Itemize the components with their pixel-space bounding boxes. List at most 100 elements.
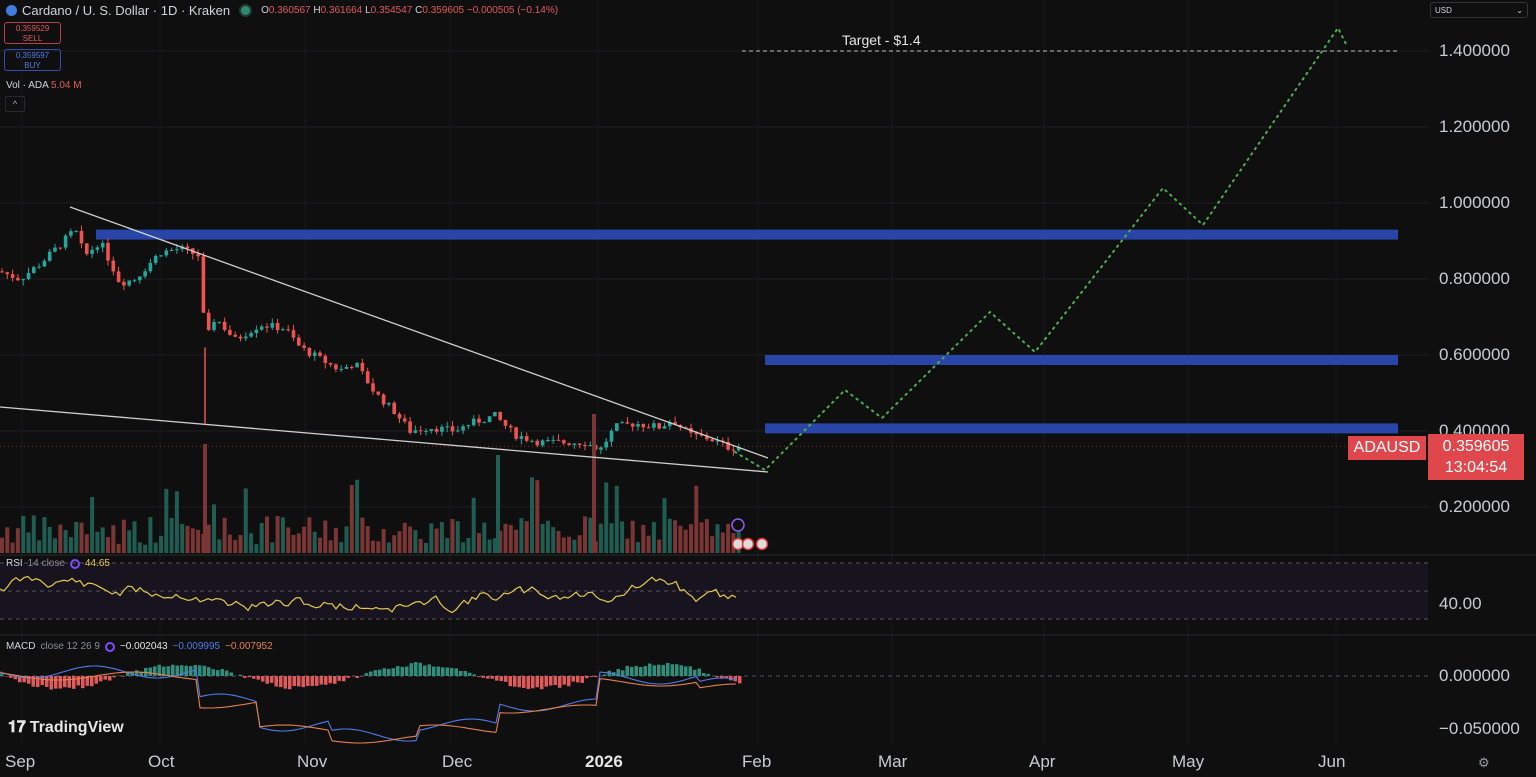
candle-body — [625, 422, 630, 424]
volume-bar — [137, 542, 142, 553]
rsi-legend[interactable]: RSI 14 close 44.65 — [6, 558, 110, 569]
settings-gear-icon[interactable]: ⚙ — [1478, 755, 1490, 770]
macd-histogram-bar — [526, 676, 530, 689]
macd-histogram-bar — [90, 676, 94, 687]
volume-bar — [355, 479, 360, 553]
candle-body — [106, 242, 110, 261]
candle-body — [228, 329, 232, 335]
volume-bar — [302, 526, 307, 553]
symbol-price-tag: ADAUSD — [1348, 436, 1426, 460]
volume-bar — [572, 539, 577, 553]
volume-bar — [169, 518, 174, 553]
candle-body — [281, 329, 285, 331]
candle-body — [116, 271, 121, 282]
projection-path — [734, 26, 1347, 472]
macd-histogram-bar — [481, 676, 485, 678]
macd-histogram-bar — [247, 676, 251, 678]
buy-button[interactable]: 0.359597 BUY — [4, 49, 61, 71]
price-axis-label: 0.800000 — [1439, 269, 1510, 288]
candle-body — [159, 255, 163, 257]
indicator-settings-icon[interactable] — [69, 558, 80, 569]
candle-body — [132, 280, 137, 282]
macd-histogram-bar — [306, 676, 310, 686]
macd-histogram-bar — [207, 667, 211, 676]
candle-body — [705, 435, 709, 440]
volume-bar — [583, 516, 587, 553]
candle-body — [418, 430, 423, 432]
volume-bar — [233, 540, 238, 553]
volume-bar — [496, 455, 500, 553]
macd-histogram-bar — [0, 674, 4, 676]
macd-histogram-bar — [558, 676, 562, 688]
volume-bar — [259, 523, 264, 553]
candle-body — [90, 249, 94, 254]
candle-body — [413, 430, 418, 433]
time-axis-label: Jun — [1318, 752, 1346, 771]
macd-histogram-bar — [144, 667, 148, 676]
volume-bar — [286, 527, 291, 553]
macd-histogram-bar — [567, 676, 571, 687]
macd-histogram-bar — [229, 672, 233, 676]
candle-body — [615, 423, 619, 431]
volume-bar — [275, 516, 280, 553]
symbol-header[interactable]: Cardano / U. S. Dollar · 1D · Kraken O0.… — [6, 3, 558, 18]
macd-histogram-bar — [261, 676, 265, 682]
volume-bar — [704, 519, 709, 553]
volume-bar — [344, 526, 349, 553]
candle-body — [32, 267, 36, 273]
candle-body — [69, 231, 73, 236]
macd-histogram-bar — [499, 676, 503, 682]
volume-bar — [95, 531, 100, 553]
volume-bar — [683, 529, 688, 553]
volume-bar — [678, 525, 683, 553]
macd-histogram-bar — [405, 666, 409, 676]
time-axis-label: Oct — [148, 752, 175, 771]
volume-bar — [132, 521, 137, 553]
candle-body — [0, 271, 4, 273]
macd-histogram-bar — [18, 676, 22, 683]
chevron-up-icon: ^ — [12, 99, 18, 109]
macd-histogram-bar — [508, 676, 512, 687]
candle-body — [440, 426, 444, 432]
volume-bar — [604, 482, 609, 553]
macd-histogram-bar — [238, 674, 242, 676]
volume-legend[interactable]: Vol · ADA 5.04 M — [6, 80, 82, 91]
volume-bar — [21, 515, 26, 553]
sell-button[interactable]: 0.359529 SELL — [4, 22, 61, 44]
macd-histogram-bar — [27, 676, 31, 684]
collapse-legend-button[interactable]: ^ — [5, 96, 25, 112]
target-annotation[interactable]: Target - $1.4 — [842, 32, 921, 48]
macd-histogram-bar — [283, 676, 287, 689]
candle-body — [206, 312, 211, 331]
macd-histogram-bar — [85, 676, 89, 686]
macd-legend[interactable]: MACD close 12 26 9 −0.002043 −0.009995 −… — [6, 641, 273, 652]
macd-histogram-bar — [571, 676, 575, 682]
price-axis-label: 0.200000 — [1439, 497, 1510, 516]
macd-histogram-bar — [58, 676, 62, 689]
price-axis-label: 0.600000 — [1439, 345, 1510, 364]
volume-bar — [58, 524, 63, 553]
volume-bar — [641, 524, 646, 553]
tradingview-logo[interactable]: 𝟏𝟕 TradingView — [8, 719, 124, 736]
candle-body — [524, 436, 529, 441]
candle-body — [583, 444, 587, 446]
volume-bar — [630, 520, 635, 553]
macd-histogram-bar — [279, 676, 283, 688]
currency-select[interactable]: USD ⌄ — [1430, 2, 1528, 18]
candle-body — [551, 439, 555, 441]
volume-bar — [545, 520, 550, 553]
macd-histogram-bar — [76, 676, 80, 686]
wedge-upper-trendline — [69, 206, 769, 459]
macd-histogram-bar — [333, 676, 337, 684]
candle-body — [350, 367, 354, 369]
indicator-settings-icon[interactable] — [104, 641, 115, 652]
macd-histogram-bar — [94, 676, 98, 684]
macd-histogram-bar — [666, 662, 670, 676]
candle-body — [259, 326, 264, 330]
macd-histogram-bar — [504, 676, 508, 682]
macd-histogram-bar — [265, 676, 269, 684]
volume-bar — [90, 496, 95, 553]
candle-body — [530, 440, 534, 442]
macd-histogram-bar — [621, 670, 625, 676]
